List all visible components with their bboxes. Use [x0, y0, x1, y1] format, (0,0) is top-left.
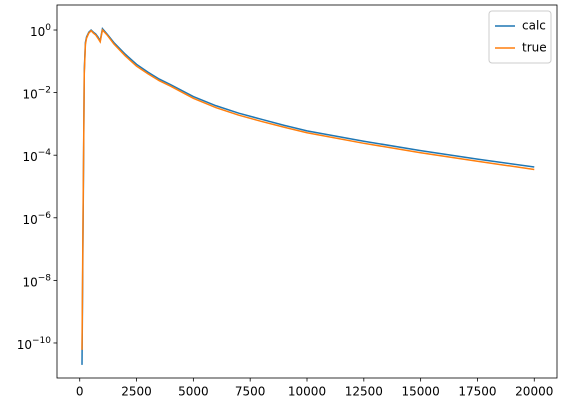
x-tick-label: 15000 — [402, 385, 440, 399]
y-tick-label: 10−6 — [22, 210, 51, 226]
x-tick-label: 5000 — [178, 385, 209, 399]
y-tick-label: 10−4 — [22, 148, 51, 164]
legend-label: calc — [522, 19, 546, 33]
x-tick-label: 7500 — [235, 385, 266, 399]
series-line — [81, 27, 535, 365]
x-tick-label: 0 — [76, 385, 84, 399]
x-tick-label: 17500 — [458, 385, 496, 399]
y-tick-label: 10−10 — [17, 335, 52, 351]
y-tick-label: 100 — [30, 23, 51, 39]
y-tick-label: 10−2 — [22, 85, 51, 101]
legend-label: true — [522, 41, 547, 55]
x-tick-label: 2500 — [121, 385, 152, 399]
x-tick-label: 12500 — [345, 385, 383, 399]
legend-box — [488, 10, 552, 64]
series-line — [81, 28, 535, 350]
x-tick-label: 20000 — [515, 385, 553, 399]
x-tick-label: 10000 — [288, 385, 326, 399]
y-tick-label: 10−8 — [22, 273, 51, 289]
